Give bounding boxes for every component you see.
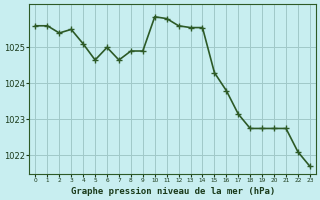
- X-axis label: Graphe pression niveau de la mer (hPa): Graphe pression niveau de la mer (hPa): [70, 187, 275, 196]
